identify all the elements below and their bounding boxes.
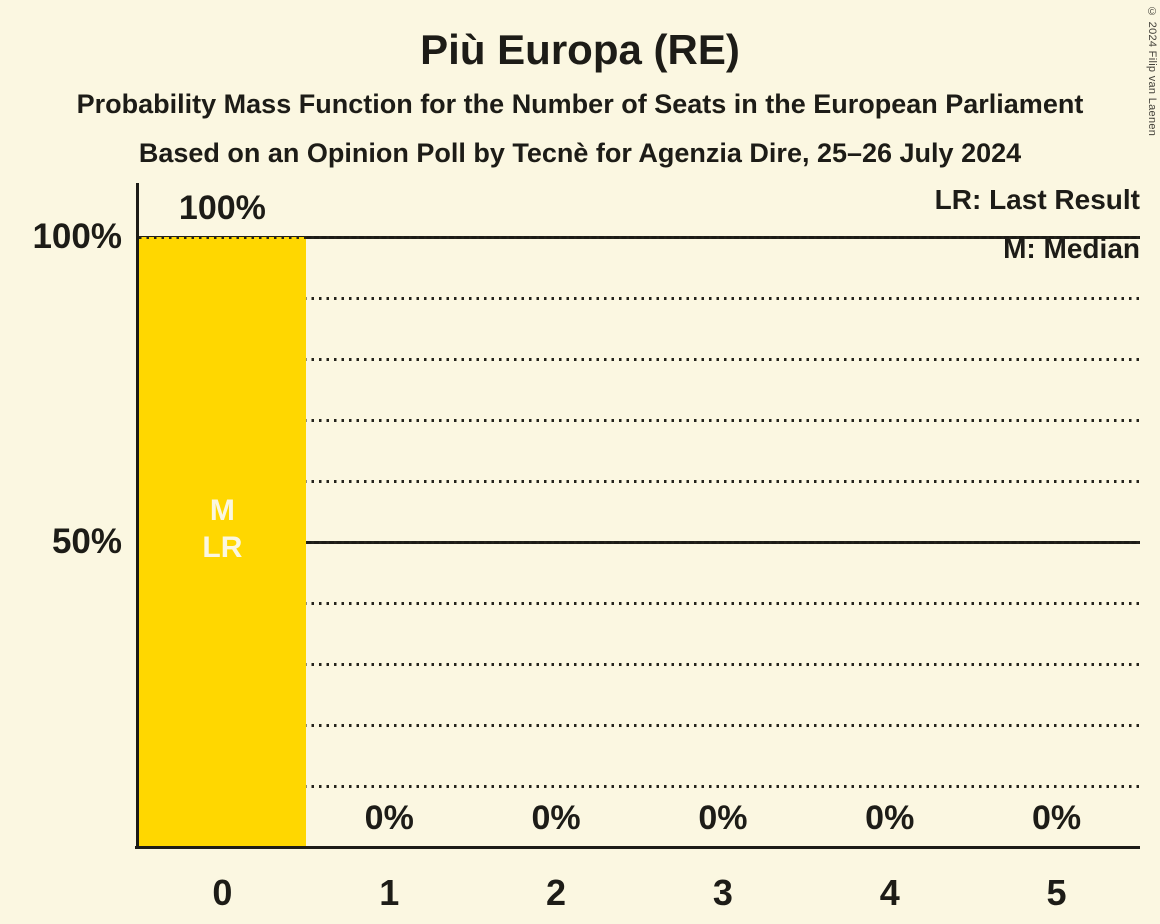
- y-axis-line: [136, 183, 139, 849]
- gridline-minor-20: [139, 723, 1140, 727]
- bar-seats-0: [139, 237, 306, 847]
- gridline-minor-30: [139, 662, 1140, 666]
- x-tick-label-4: 4: [879, 872, 900, 913]
- y-tick-label-100: 100%: [32, 217, 122, 256]
- x-tick-label-1: 1: [379, 872, 400, 913]
- legend-median: M: Median: [1003, 233, 1140, 264]
- gridline-minor-70: [139, 418, 1140, 422]
- gridline-minor-80: [139, 357, 1140, 361]
- page-title: Più Europa (RE): [420, 26, 740, 73]
- gridline-minor-90: [139, 296, 1140, 300]
- chart-subtitle: Probability Mass Function for the Number…: [76, 89, 1084, 119]
- bar-value-label-0: 100%: [178, 189, 266, 227]
- x-tick-label-5: 5: [1046, 872, 1067, 913]
- bar-annotation-line: LR: [202, 531, 243, 564]
- bar-annotation-line: M: [209, 494, 235, 527]
- gridline-minor-40: [139, 601, 1140, 605]
- x-tick-label-0: 0: [212, 872, 233, 913]
- chart-source-line: Based on an Opinion Poll by Tecnè for Ag…: [138, 138, 1022, 168]
- legend-last-result: LR: Last Result: [934, 184, 1140, 215]
- bar-value-label-5: 0%: [1032, 799, 1082, 837]
- gridline-minor-50: [139, 540, 1140, 544]
- y-tick-label-50: 50%: [51, 522, 122, 561]
- gridline-minor-60: [139, 479, 1140, 483]
- gridline-minor-10: [139, 784, 1140, 788]
- gridline-minor-100: [139, 235, 1140, 239]
- x-tick-label-3: 3: [712, 872, 733, 913]
- bar-value-label-3: 0%: [698, 799, 748, 837]
- bar-value-label-2: 0%: [531, 799, 581, 837]
- bar-value-label-1: 0%: [364, 799, 414, 837]
- bar-value-label-4: 0%: [865, 799, 915, 837]
- copyright-notice: © 2024 Filip van Laenen: [1146, 6, 1158, 137]
- x-tick-label-2: 2: [546, 872, 567, 913]
- x-axis-line: [135, 846, 1140, 849]
- bar-annotation-0: M LR: [139, 492, 306, 566]
